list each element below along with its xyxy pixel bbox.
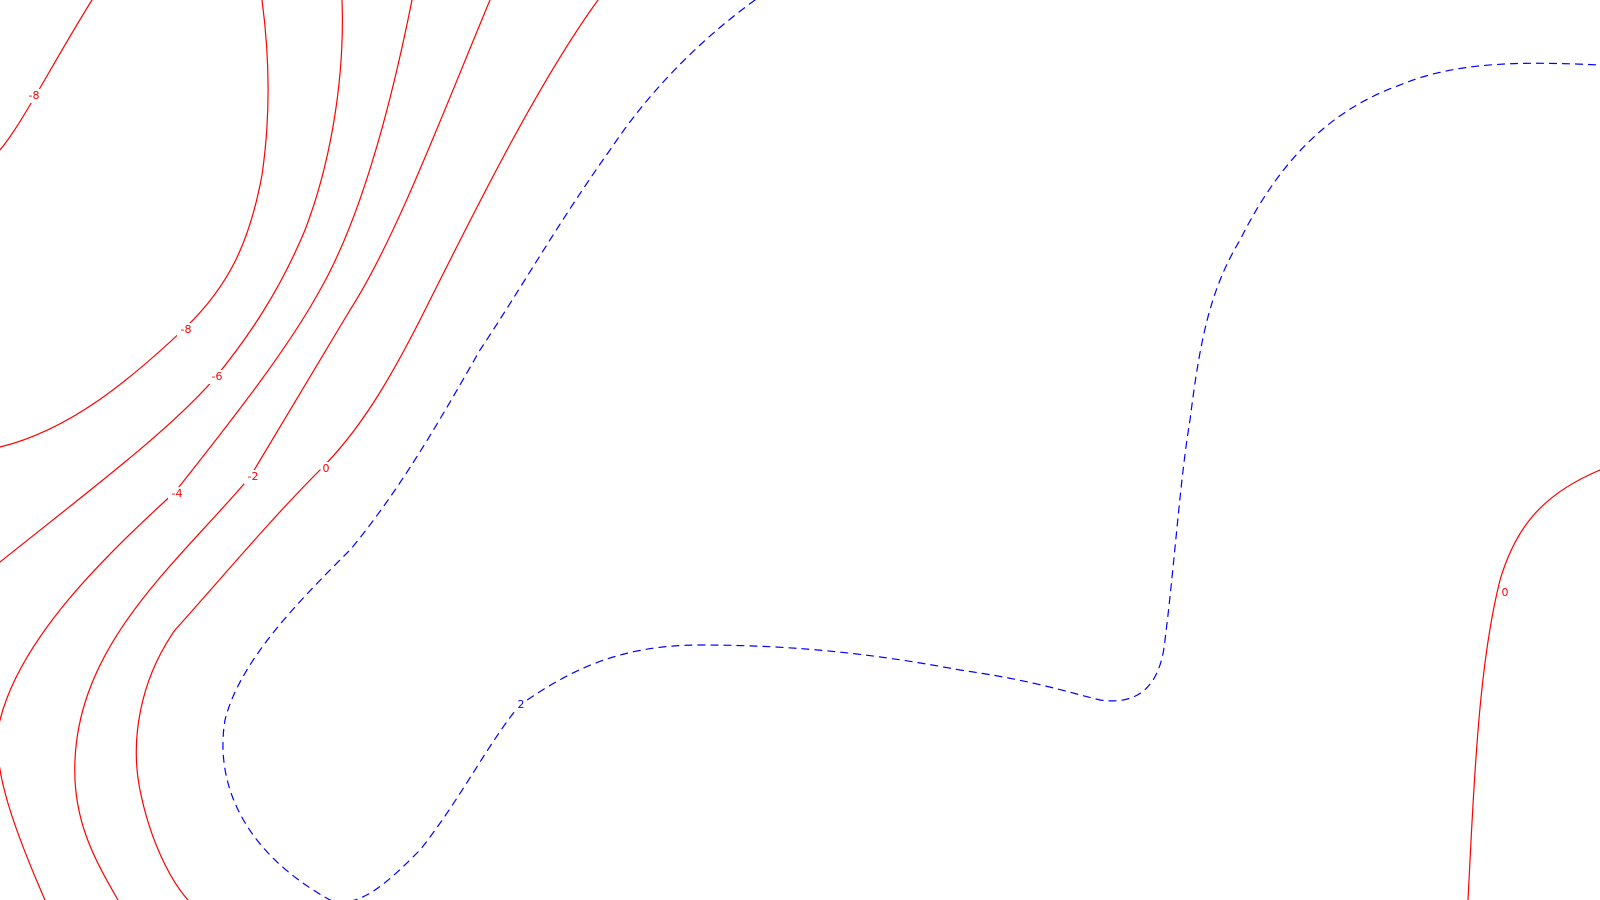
contour-label-zero-1: 0 — [323, 462, 330, 475]
contour-label-neg6-1: -6 — [212, 370, 223, 383]
contour-line-neg6-1 — [0, 0, 343, 563]
contour-label-bg-zero-2 — [1499, 586, 1511, 600]
contour-label-bg-neg8-2 — [177, 323, 195, 337]
contour-label-zero-2: 0 — [1502, 586, 1509, 599]
contour-line-zero-2 — [1467, 469, 1600, 900]
contour-label-neg2-1: -2 — [248, 470, 259, 483]
contour-label-bg-neg6-1 — [208, 370, 226, 384]
contour-line-neg8-2 — [0, 0, 269, 448]
contour-label-bg-zero-1 — [320, 462, 332, 476]
contour-label-pos2-1: 2 — [518, 698, 525, 711]
contour-line-zero-1 — [135, 0, 599, 900]
contour-label-neg4-1: -4 — [172, 487, 183, 500]
contour-label-bg-neg2-1 — [244, 470, 262, 484]
contour-label-neg8-1: -8 — [29, 89, 40, 102]
contour-label-bg-neg8-1 — [25, 89, 43, 103]
contour-label-bg-neg4-1 — [168, 487, 186, 501]
contour-label-bg-pos2-1 — [515, 698, 527, 712]
contour-label-neg8-2: -8 — [181, 323, 192, 336]
contour-labels: -8 -8 -6 -4 -2 0 0 2 — [25, 89, 1511, 712]
